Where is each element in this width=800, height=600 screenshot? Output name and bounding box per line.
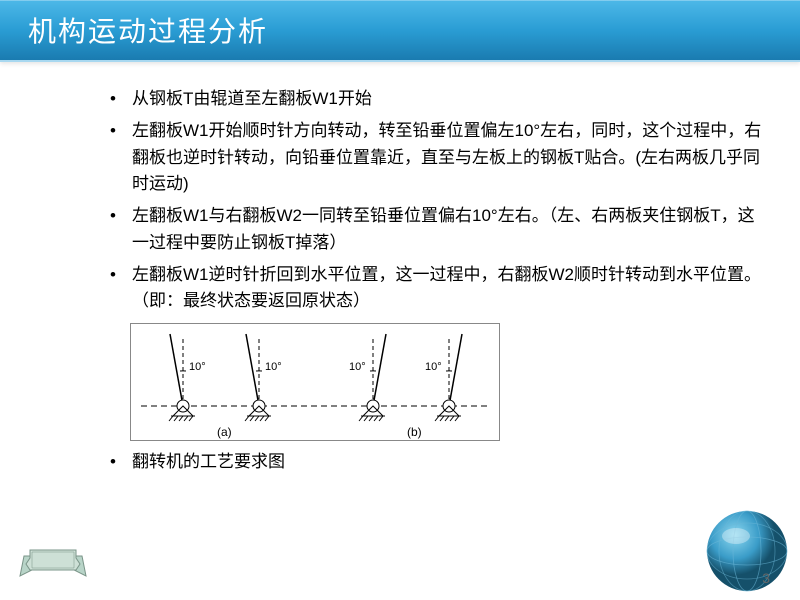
bullet-text: 左翻板W1逆时针折回到水平位置，这一过程中，右翻板W2顺时针转动到水平位置。（即… [132,262,764,315]
panel-label-a: (a) [217,425,232,439]
svg-text:10°: 10° [349,361,366,373]
process-diagram: 10° 10° [130,323,500,441]
page-title: 机构运动过程分析 [28,10,268,50]
pivot-a2: 10° [245,334,282,421]
caption-text: 翻转机的工艺要求图 [132,449,764,475]
diagram-container: 10° 10° [130,323,764,441]
bullet-item: • 左翻板W1与右翻板W2一同转至铅垂位置偏右10°左右。（左、右两板夹住钢板T… [110,203,764,256]
bullet-item: • 左翻板W1逆时针折回到水平位置，这一过程中，右翻板W2顺时针转动到水平位置。… [110,262,764,315]
diagram-svg: 10° 10° [131,324,501,442]
bullet-marker: • [110,86,132,112]
pivot-b2: 10° [425,334,462,421]
bullet-marker: • [110,118,132,197]
content-area: • 从钢板T由辊道至左翻板W1开始 • 左翻板W1开始顺时针方向转动，转至铅垂位… [0,62,800,475]
page-number: 3 [762,570,770,586]
pivot-a1: 10° [169,334,206,421]
svg-text:10°: 10° [425,361,442,373]
pivot-b1: 10° [349,334,386,421]
bullet-item: • 从钢板T由辊道至左翻板W1开始 [110,86,764,112]
bullet-text: 左翻板W1开始顺时针方向转动，转至铅垂位置偏左10°左右，同时，这个过程中，右翻… [132,118,764,197]
bullet-marker: • [110,449,132,475]
title-bar: 机构运动过程分析 [0,0,800,62]
bullet-text: 左翻板W1与右翻板W2一同转至铅垂位置偏右10°左右。（左、右两板夹住钢板T，这… [132,203,764,256]
svg-text:10°: 10° [189,361,206,373]
svg-text:10°: 10° [265,361,282,373]
bullet-item: • 翻转机的工艺要求图 [110,449,764,475]
bullet-item: • 左翻板W1开始顺时针方向转动，转至铅垂位置偏左10°左右，同时，这个过程中，… [110,118,764,197]
bullet-marker: • [110,262,132,315]
bullet-text: 从钢板T由辊道至左翻板W1开始 [132,86,764,112]
panel-label-b: (b) [407,425,422,439]
ribbon-icon [18,542,88,586]
globe-icon [704,508,790,594]
bullet-marker: • [110,203,132,256]
